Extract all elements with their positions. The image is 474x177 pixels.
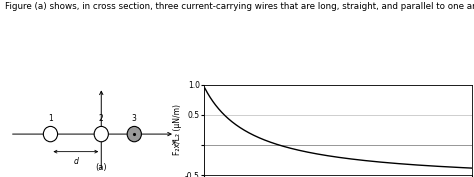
Circle shape bbox=[127, 126, 141, 142]
Text: 1: 1 bbox=[48, 114, 53, 122]
Text: 3: 3 bbox=[132, 114, 137, 122]
Text: Figure (a) shows, in cross section, three current-carrying wires that are long, : Figure (a) shows, in cross section, thre… bbox=[5, 2, 474, 11]
Text: (a): (a) bbox=[95, 164, 107, 173]
Y-axis label: F₂x/L₂ (μN/m): F₂x/L₂ (μN/m) bbox=[173, 104, 182, 155]
Circle shape bbox=[94, 126, 109, 142]
Circle shape bbox=[43, 126, 57, 142]
Text: d: d bbox=[73, 157, 78, 166]
Text: 2: 2 bbox=[99, 114, 104, 122]
Text: x: x bbox=[172, 138, 176, 147]
